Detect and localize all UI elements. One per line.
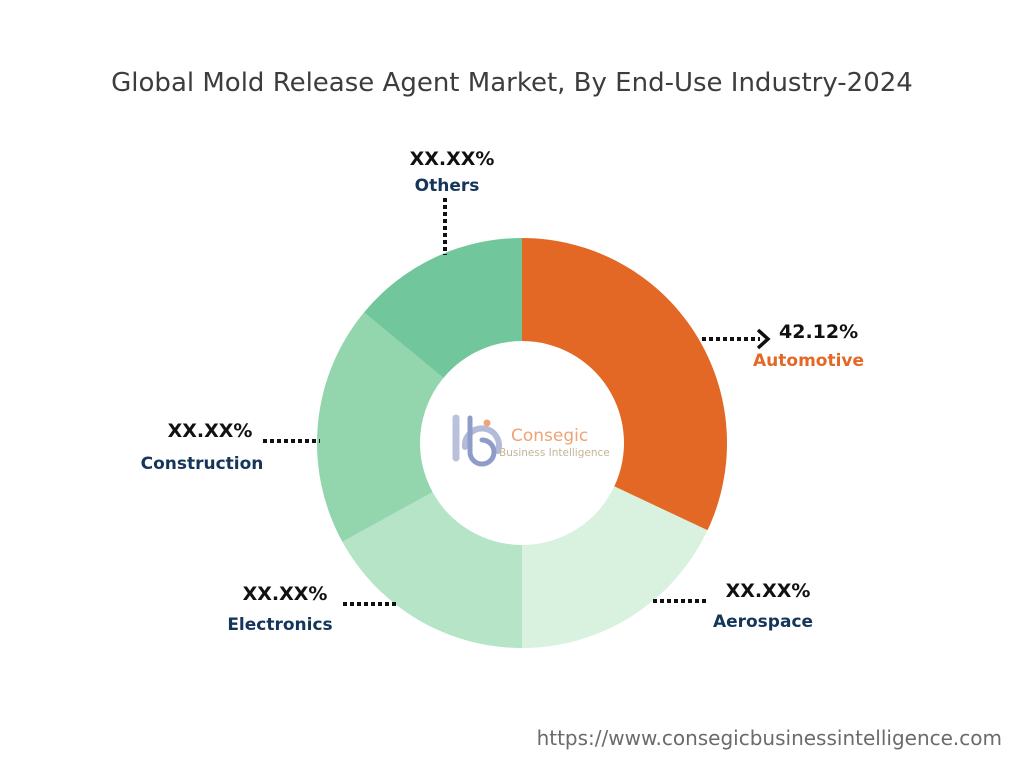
slice-others [364,238,522,378]
value-label-others: XX.XX% [410,148,495,170]
consegic-logo-icon [452,414,502,467]
slice-electronics [342,492,522,648]
value-label-automotive: 42.12% [779,321,858,343]
slice-aerospace [522,486,708,648]
slice-construction [317,312,444,542]
logo-name: Consegic [511,426,588,446]
category-label-others: Others [415,176,480,196]
value-label-construction: XX.XX% [168,420,253,442]
category-label-construction: Construction [141,454,264,474]
logo: Consegic Business Intelligence [452,414,610,467]
category-label-aerospace: Aerospace [713,612,813,632]
slice-automotive [522,238,727,531]
category-label-automotive: Automotive [753,351,864,371]
logo-tagline: Business Intelligence [499,447,610,459]
arrow-head-icon [756,328,771,350]
slices-group [317,238,727,648]
category-label-electronics: Electronics [227,615,332,635]
footer-url: https://www.consegicbusinessintelligence… [537,726,1002,750]
chart-title: Global Mold Release Agent Market, By End… [111,68,913,98]
value-label-electronics: XX.XX% [243,583,328,605]
value-label-aerospace: XX.XX% [726,580,811,602]
